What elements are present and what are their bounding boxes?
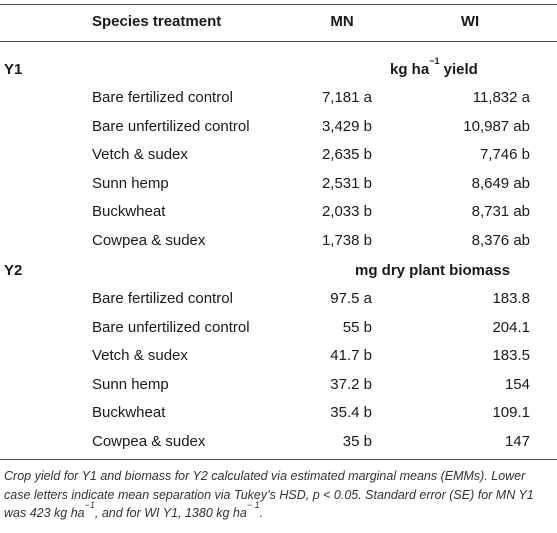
- table-row: Vetch & sudex 2,635 b 7,746 b: [0, 141, 557, 169]
- table-row: Cowpea & sudex 1,738 b 8,376 ab: [0, 227, 557, 255]
- y1-label-row: Y1 kg ha−1 yield: [0, 56, 557, 84]
- wi-value-cell: 7,746 b: [479, 146, 530, 164]
- mn-value-cell: 2,635 b: [321, 146, 372, 164]
- table-row: Bare unfertilized control 55 b 204.1: [0, 314, 557, 342]
- species-cell: Vetch & sudex: [92, 347, 188, 365]
- wi-value-cell: 8,731 ab: [471, 203, 530, 221]
- species-cell: Bare fertilized control: [92, 89, 233, 106]
- header-species: Species treatment: [92, 13, 222, 30]
- table-row: Buckwheat 2,033 b 8,731 ab: [0, 198, 557, 226]
- species-cell: Bare unfertilized control: [92, 318, 250, 336]
- wi-value-cell: 11,832 a: [472, 89, 530, 106]
- table-row: Bare fertilized control 97.5 a 183.8: [0, 285, 557, 313]
- species-cell: Buckwheat: [92, 203, 166, 221]
- species-cell: Sunn hemp: [92, 174, 169, 192]
- header-mn: MN: [330, 13, 354, 30]
- wi-value-cell: 8,376 ab: [471, 232, 530, 249]
- wi-value-cell: 8,649 ab: [471, 174, 530, 192]
- mn-value-cell: 2,531 b: [321, 174, 372, 192]
- y2-label-row: Y2 mg dry plant biomass: [0, 257, 557, 285]
- header-wi: WI: [460, 13, 480, 30]
- table-row: Bare fertilized control 7,181 a 11,832 a: [0, 84, 557, 112]
- table-row: Buckwheat 35.4 b 109.1: [0, 399, 557, 427]
- wi-value-cell: 204.1: [492, 318, 530, 336]
- mn-value-cell: 35 b: [342, 433, 372, 450]
- wi-value-cell: 183.8: [492, 290, 530, 307]
- table-row: Bare unfertilized control 3,429 b 10,987 a…: [0, 113, 557, 141]
- table-row: Vetch & sudex 41.7 b 183.5: [0, 342, 557, 370]
- bottom-rule: [0, 459, 557, 460]
- species-cell: Cowpea & sudex: [92, 433, 206, 450]
- y2-unit: mg dry plant biomass: [355, 262, 511, 279]
- mn-value-cell: 2,033 b: [321, 203, 372, 221]
- wi-value-cell: 109.1: [492, 404, 530, 422]
- wi-value-cell: 147: [504, 433, 530, 450]
- y2-label: Y2: [4, 262, 23, 279]
- species-cell: Bare fertilized control: [92, 290, 233, 307]
- wi-value-cell: 10,987 ab: [463, 117, 530, 135]
- mn-value-cell: 1,738 b: [321, 232, 372, 249]
- header-rule: [0, 41, 557, 42]
- mn-value-cell: 97.5 a: [330, 290, 372, 307]
- y1-label: Y1: [4, 61, 23, 78]
- mn-value-cell: 3,429 b: [321, 117, 372, 135]
- mn-value-cell: 35.4 b: [330, 404, 372, 422]
- mn-value-cell: 55 b: [342, 318, 372, 336]
- header-row: Species treatment MN WI: [0, 8, 557, 36]
- mn-value-cell: 7,181 a: [321, 89, 372, 106]
- mn-value-cell: 37.2 b: [330, 375, 372, 393]
- species-cell: Bare unfertilized control: [92, 117, 250, 135]
- table-row: Sunn hemp 37.2 b 154: [0, 371, 557, 399]
- table-row: Sunn hemp 2,531 b 8,649 ab: [0, 170, 557, 198]
- species-cell: Cowpea & sudex: [92, 232, 206, 249]
- mn-value-cell: 41.7 b: [330, 347, 372, 365]
- species-cell: Buckwheat: [92, 404, 166, 422]
- wi-value-cell: 154: [504, 375, 530, 393]
- species-cell: Sunn hemp: [92, 375, 169, 393]
- table-footnote: Crop yield for Y1 and biomass for Y2 cal…: [4, 469, 534, 520]
- species-cell: Vetch & sudex: [92, 146, 188, 164]
- y1-unit: kg ha−1 yield: [390, 56, 478, 79]
- table-row: Cowpea & sudex 35 b 147: [0, 428, 557, 456]
- top-rule: [0, 4, 557, 5]
- wi-value-cell: 183.5: [492, 347, 530, 365]
